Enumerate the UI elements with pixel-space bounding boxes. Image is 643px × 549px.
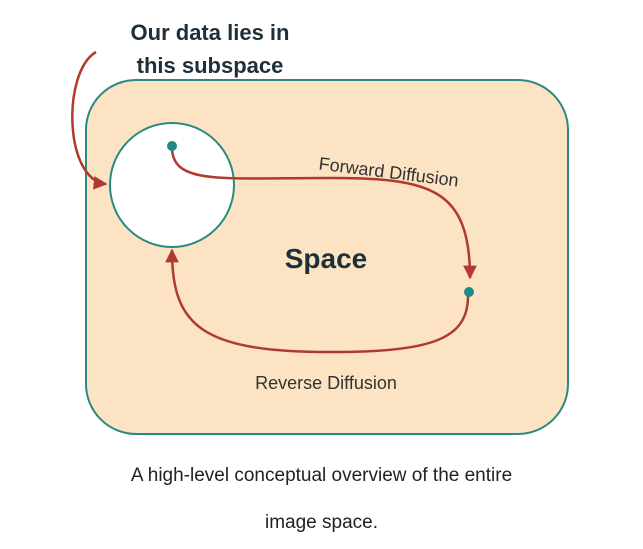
subspace-pointer-arrow (71, 50, 108, 190)
data-point (167, 141, 177, 151)
subspace-label-line2: this subspace (137, 53, 284, 78)
forward-diffusion-arrow (170, 146, 477, 280)
caption-line-1: A high-level conceptual overview of the … (130, 465, 513, 486)
noise-point (464, 287, 474, 297)
space-label: Space (285, 243, 368, 274)
reverse-diffusion-label: Reverse Diffusion (255, 373, 397, 393)
subspace-label-line1: Our data lies in (131, 20, 290, 45)
figure-caption: A high-level conceptual overview of the … (0, 452, 643, 546)
diffusion-diagram: Our data lies in this subspace Space For… (71, 20, 569, 435)
reverse-diffusion-arrow (165, 248, 470, 354)
caption-line-2: image space. (264, 512, 378, 533)
subspace-circle (109, 122, 235, 248)
